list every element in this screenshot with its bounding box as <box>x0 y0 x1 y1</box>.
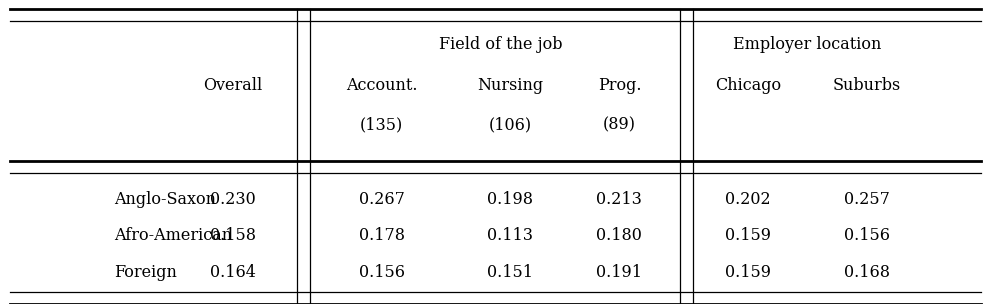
Text: 0.180: 0.180 <box>597 227 642 244</box>
Text: 0.156: 0.156 <box>359 264 404 281</box>
Text: 0.202: 0.202 <box>725 191 771 208</box>
Text: 0.151: 0.151 <box>488 264 533 281</box>
Text: (106): (106) <box>489 116 532 133</box>
Text: (135): (135) <box>360 116 403 133</box>
Text: 0.158: 0.158 <box>210 227 256 244</box>
Text: 0.191: 0.191 <box>597 264 642 281</box>
Text: Prog.: Prog. <box>598 77 641 94</box>
Text: 0.198: 0.198 <box>488 191 533 208</box>
Text: 0.230: 0.230 <box>210 191 256 208</box>
Text: 0.164: 0.164 <box>210 264 256 281</box>
Text: Anglo-Saxon: Anglo-Saxon <box>114 191 216 208</box>
Text: 0.267: 0.267 <box>359 191 404 208</box>
Text: Employer location: Employer location <box>733 36 882 53</box>
Text: 0.159: 0.159 <box>725 264 771 281</box>
Text: Suburbs: Suburbs <box>833 77 901 94</box>
Text: 0.257: 0.257 <box>844 191 890 208</box>
Text: Nursing: Nursing <box>478 77 543 94</box>
Text: Chicago: Chicago <box>716 77 781 94</box>
Text: Account.: Account. <box>346 77 417 94</box>
Text: 0.113: 0.113 <box>488 227 533 244</box>
Text: 0.178: 0.178 <box>359 227 404 244</box>
Text: Afro-American: Afro-American <box>114 227 232 244</box>
Text: 0.168: 0.168 <box>844 264 890 281</box>
Text: (89): (89) <box>603 116 636 133</box>
Text: Field of the job: Field of the job <box>439 36 562 53</box>
Text: Foreign: Foreign <box>114 264 176 281</box>
Text: 0.159: 0.159 <box>725 227 771 244</box>
Text: Overall: Overall <box>203 77 263 94</box>
Text: 0.213: 0.213 <box>597 191 642 208</box>
Text: 0.156: 0.156 <box>844 227 890 244</box>
